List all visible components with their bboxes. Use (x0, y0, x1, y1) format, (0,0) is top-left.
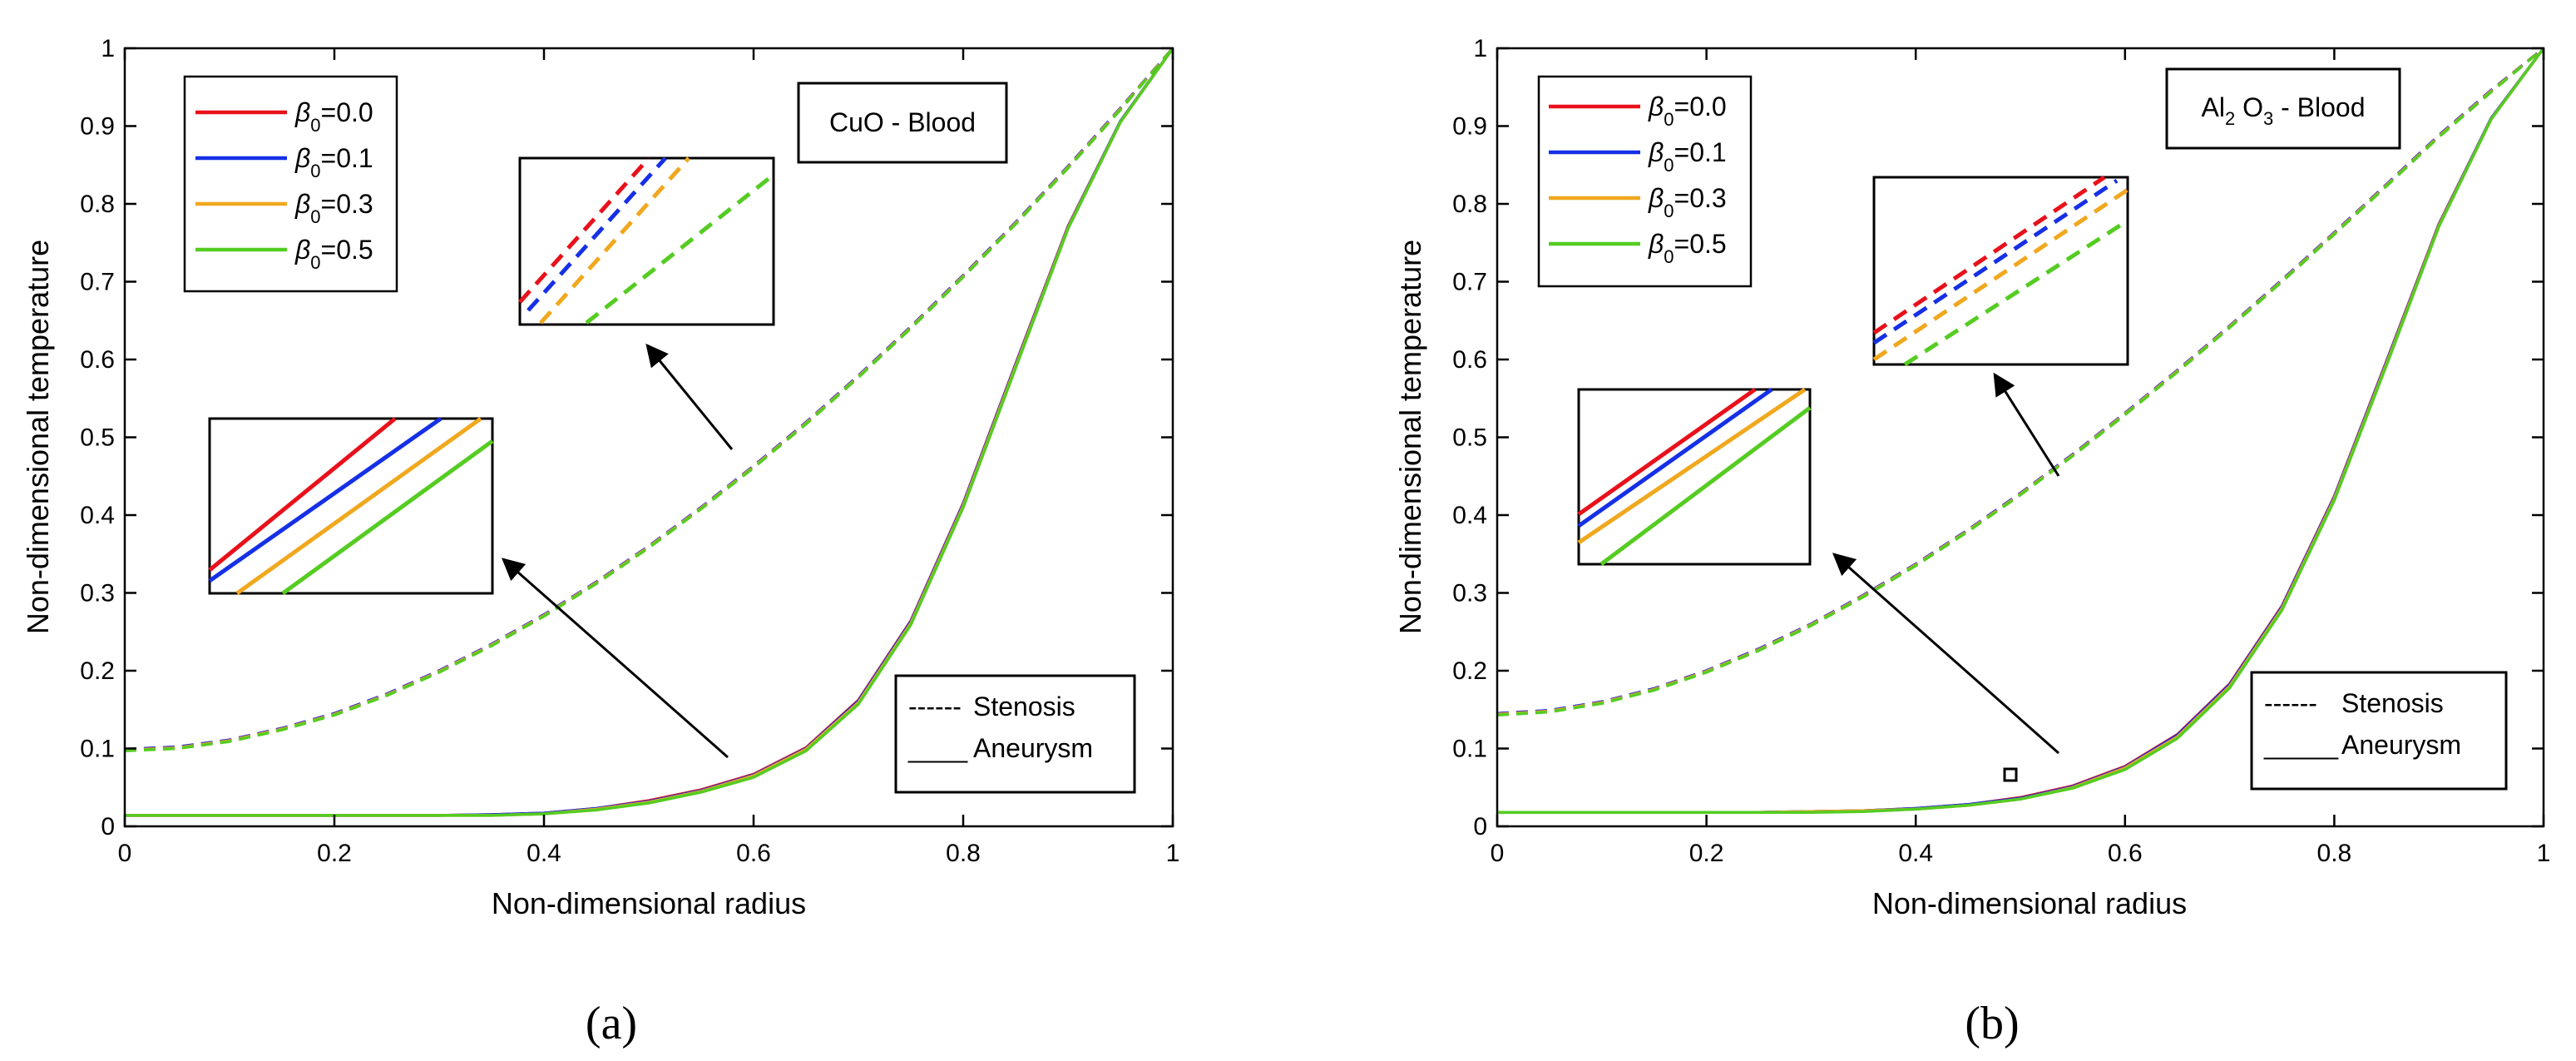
panel-a: 0 0.2 0.4 0.6 0.8 1 0 0.1 0.2 0.3 0.4 0.5 0.6 0.7 0.8 0… (21, 35, 1179, 1049)
x-tick-label-a-1: 0.2 (317, 840, 352, 867)
zoom-inset-dashed-b (1872, 175, 2129, 367)
axis-ticks-b: 0 0.2 0.4 0.6 0.8 1 0 0.1 0.2 0.3 0.4 0.5 0.6 0.7 0.8 0… (1452, 35, 2550, 867)
series-line-a-3 (124, 47, 1174, 753)
x-tick-label-b-4: 0.8 (2317, 840, 2352, 867)
style-legend-label-stenosis-a: Stenosis (973, 692, 1075, 721)
title-box-b: Al2 O3 - Blood (2165, 67, 2401, 150)
x-tick-label-a-4: 0.8 (946, 840, 981, 867)
panel-caption-a: (a) (586, 998, 637, 1049)
legend-label-a-0: β0=0.0 (294, 97, 373, 136)
style-legend-line-stenosis-b: ------ (2264, 688, 2317, 718)
series-line-a-7 (125, 47, 1174, 817)
y-tick-label-a-9: 0.9 (80, 113, 115, 141)
style-legend-label-aneurysm-a: Aneurysm (973, 733, 1093, 763)
style-legend-line-aneurysm-a: ____ (907, 733, 968, 763)
plot-area-b (1496, 47, 2545, 814)
small-marker-square-b (2003, 767, 2018, 782)
y-tick-label-b-1: 0.1 (1452, 736, 1487, 763)
legend-label-b-2: β0=0.3 (1648, 183, 1727, 221)
y-tick-label-a-3: 0.3 (80, 580, 115, 607)
zoom-inset-dashed-a (518, 156, 775, 326)
legend-label-b-3: β0=0.5 (1648, 229, 1727, 267)
zoom-arrow-upper-b (1993, 372, 2060, 477)
legend-label-a-3: β0=0.5 (294, 235, 373, 273)
x-tick-label-b-1: 0.2 (1689, 840, 1724, 867)
color-legend-a: β0=0.0 β0=0.1 β0=0.3 β0=0.5 (183, 75, 398, 293)
y-tick-label-a-6: 0.6 (80, 346, 115, 374)
zoom-inset-solid-a (208, 416, 494, 596)
chart-title-a: CuO - Blood (829, 107, 976, 137)
x-tick-label-b-5: 1 (2537, 840, 2551, 867)
legend-label-a-1: β0=0.1 (294, 143, 373, 181)
title-b-part-3: - Blood (2273, 92, 2365, 122)
y-tick-label-b-0: 0 (1473, 813, 1487, 840)
series-line-b-3 (1496, 47, 2545, 717)
chart-title-b: Al2 O3 - Blood (2201, 92, 2365, 129)
style-legend-label-stenosis-b: Stenosis (2341, 688, 2444, 718)
panel-b: 0 0.2 0.4 0.6 0.8 1 0 0.1 0.2 0.3 0.4 0.5 0.6 0.7 0.8 0… (1393, 35, 2550, 1049)
title-box-a: CuO - Blood (797, 82, 1008, 164)
legend-label-b-1: β0=0.1 (1648, 137, 1727, 176)
zoom-arrow-lower-a (501, 558, 729, 759)
zoom-arrow-lower-b (1832, 553, 2059, 755)
x-tick-label-a-3: 0.6 (736, 840, 771, 867)
y-tick-label-a-0: 0 (101, 813, 115, 840)
x-axis-label-b: Non-dimensional radius (1872, 886, 2187, 920)
y-tick-label-a-10: 1 (101, 35, 115, 62)
title-b-part-2: O (2235, 92, 2263, 122)
y-tick-label-b-6: 0.6 (1452, 346, 1487, 374)
legend-label-a-2: β0=0.3 (294, 189, 373, 227)
y-tick-label-b-2: 0.2 (1452, 657, 1487, 685)
y-tick-label-b-10: 1 (1473, 35, 1487, 62)
axis-ticks-a: 0 0.2 0.4 0.6 0.8 1 0 0.1 0.2 0.3 0.4 0.5 0.6 0.7 0.8 0… (80, 35, 1179, 867)
y-axis-label-b: Non-dimensional temperature (1393, 240, 1427, 634)
y-tick-label-b-3: 0.3 (1452, 580, 1487, 607)
y-tick-label-b-4: 0.4 (1452, 502, 1487, 529)
y-tick-label-a-8: 0.8 (80, 191, 115, 218)
plot-area-a (124, 47, 1174, 817)
series-line-b-7 (1497, 47, 2545, 814)
x-axis-label-a: Non-dimensional radius (492, 886, 806, 920)
color-legend-b: β0=0.0 β0=0.1 β0=0.3 β0=0.5 (1537, 75, 1753, 288)
y-tick-label-b-9: 0.9 (1452, 113, 1487, 141)
y-axis-label-a: Non-dimensional temperature (21, 240, 55, 634)
x-tick-label-b-2: 0.4 (1898, 840, 1933, 867)
y-tick-label-a-1: 0.1 (80, 736, 115, 763)
x-tick-label-a-0: 0 (118, 840, 132, 867)
y-tick-label-a-7: 0.7 (80, 269, 115, 296)
style-legend-label-aneurysm-b: Aneurysm (2341, 730, 2461, 760)
x-tick-label-b-3: 0.6 (2108, 840, 2143, 867)
y-tick-label-b-8: 0.8 (1452, 191, 1487, 218)
y-tick-label-b-7: 0.7 (1452, 269, 1487, 296)
y-tick-label-b-5: 0.5 (1452, 424, 1487, 452)
zoom-inset-solid-b (1577, 387, 1812, 567)
y-tick-label-a-2: 0.2 (80, 657, 115, 685)
title-b-part-1: Al (2201, 92, 2224, 122)
zoom-arrow-upper-a (645, 343, 734, 450)
x-tick-label-a-2: 0.4 (527, 840, 561, 867)
panel-caption-b: (b) (1965, 998, 2019, 1049)
y-tick-label-a-4: 0.4 (80, 502, 115, 529)
title-b-sub-1: 2 (2225, 108, 2235, 129)
y-tick-label-a-5: 0.5 (80, 424, 115, 452)
x-tick-label-b-0: 0 (1491, 840, 1505, 867)
x-tick-label-a-5: 1 (1166, 840, 1180, 867)
style-legend-line-stenosis-a: ------ (908, 692, 962, 721)
legend-label-b-0: β0=0.0 (1648, 92, 1727, 130)
style-legend-b: ------ Stenosis _____ Aneurysm (2250, 671, 2508, 791)
style-legend-a: ------ Stenosis ____ Aneurysm (894, 674, 1136, 794)
title-b-sub-2: 3 (2263, 108, 2273, 129)
style-legend-line-aneurysm-b: _____ (2263, 730, 2339, 760)
